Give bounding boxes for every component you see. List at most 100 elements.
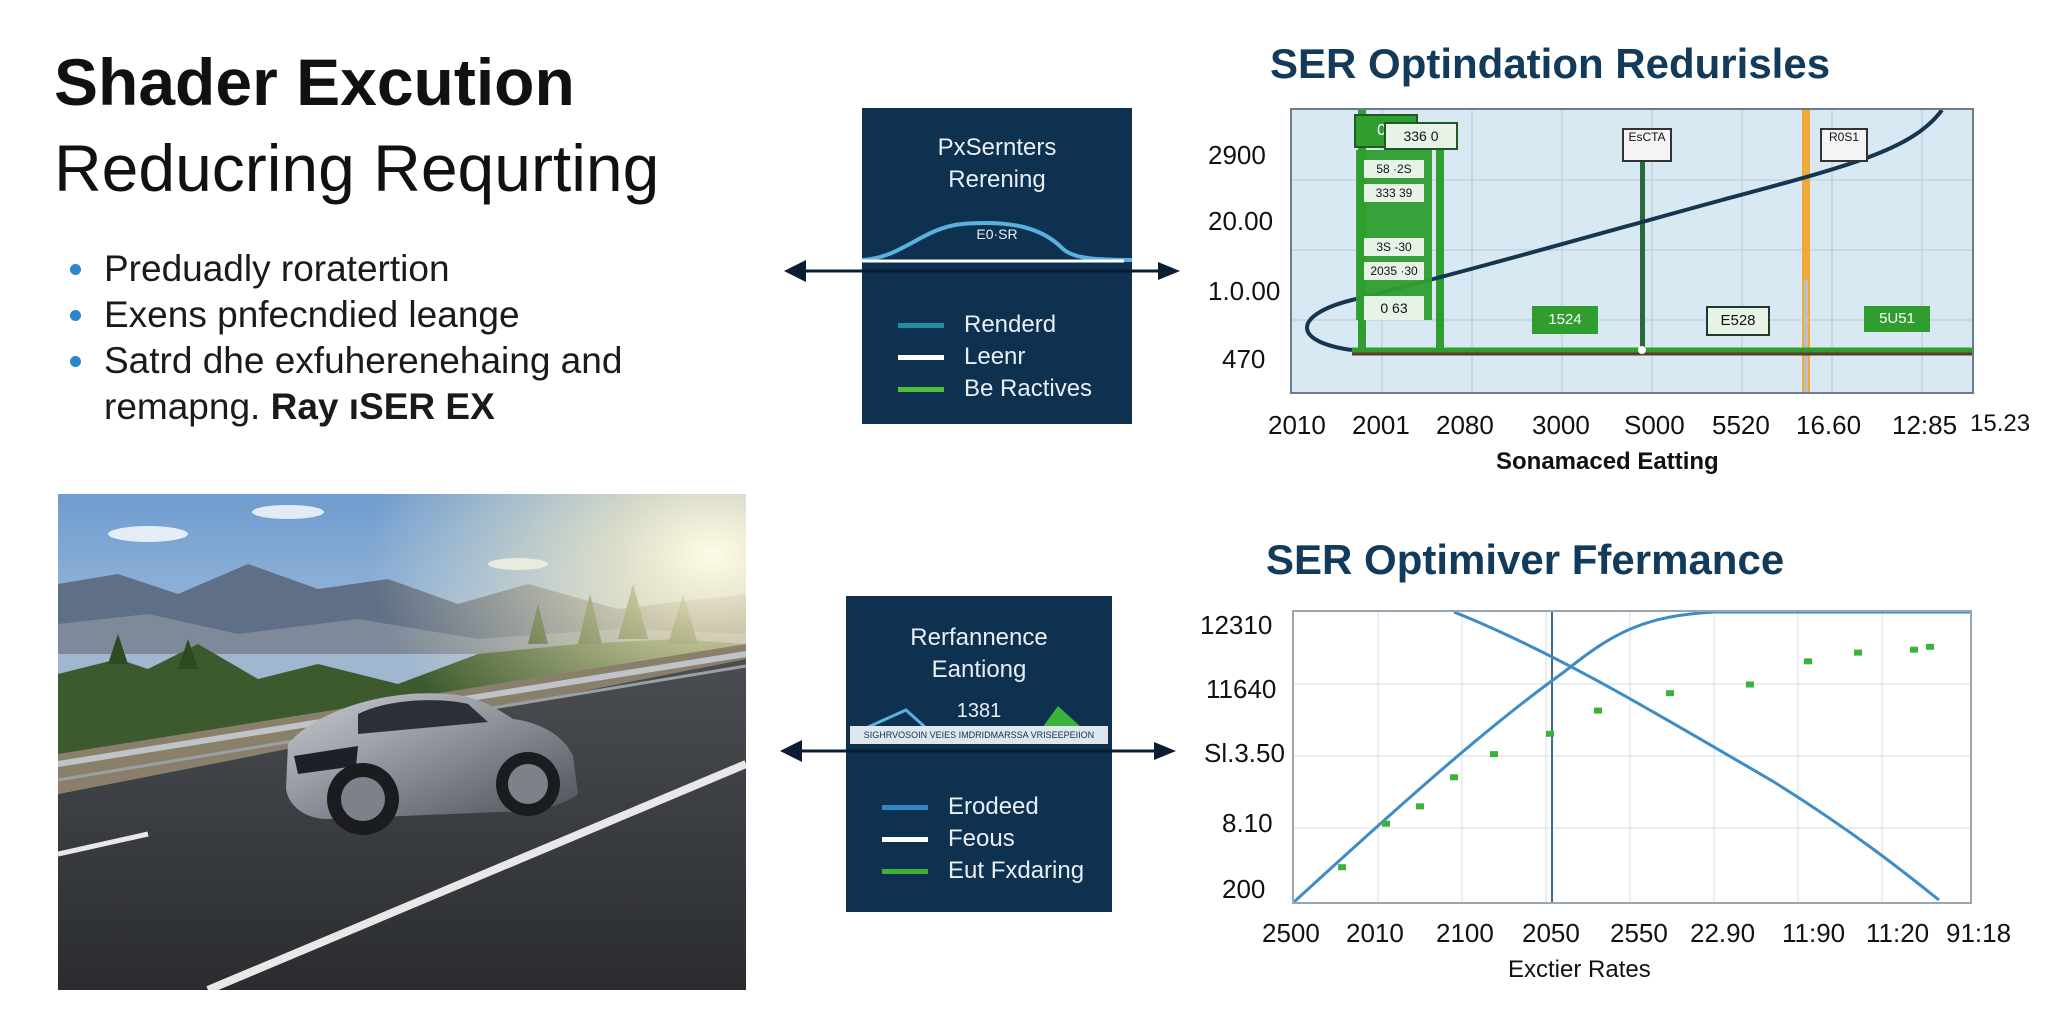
chart1-box-label: 333 39: [1364, 184, 1424, 202]
panel-top-title-line1: PxSernters: [937, 134, 1057, 161]
bullet-item: Preduadly roratertion: [70, 246, 770, 292]
legend-item: Feous: [882, 824, 1015, 854]
legend-label: Feous: [948, 825, 1015, 852]
chart1-title: SER Optindation Redurisles: [1270, 40, 1831, 87]
chart1-x-tick: 3000: [1532, 410, 1590, 440]
legend-item: Eut Fxdaring: [882, 856, 1084, 886]
panel-bottom-title-line1: Rerfannence: [910, 624, 1048, 651]
chart2-x-tick: 2550: [1610, 918, 1668, 948]
chart1-y-tick: 2900: [1208, 140, 1266, 170]
chart1-x-tick: S000: [1624, 410, 1685, 440]
chart1-plot: 00 336 0 58 ·2S 333 39 3S -30 2035 ·30 0…: [1290, 108, 1974, 394]
chart1-box-stack: [1356, 150, 1432, 320]
chart2-point: [1338, 864, 1346, 871]
legend-label: Erodeed: [948, 793, 1039, 820]
main-title-line1: Shader Excution: [54, 45, 575, 119]
chart2-x-tick: 11:90: [1782, 918, 1846, 948]
chart2-y-tick: Sl.3.50: [1204, 738, 1285, 768]
legend-label: Be Ractives: [964, 375, 1093, 402]
bullet-continuation-bold: Ray ıSER EX: [270, 386, 495, 427]
chart2-x-tick: 2500: [1262, 918, 1320, 948]
chart2-point: [1910, 646, 1918, 653]
chart1-box-label: R0S1: [1820, 128, 1868, 162]
legend-item: Be Ractives: [898, 374, 1092, 404]
chart2-point: [1594, 707, 1602, 714]
bullet-text: Satrd dhe exfuherenehaing and: [104, 340, 623, 381]
chart1-box-label: EsCTA: [1622, 128, 1672, 162]
chart2-point: [1854, 649, 1862, 656]
chart1-x-tick: 2001: [1352, 410, 1410, 440]
legend-label: Eut Fxdaring: [948, 857, 1085, 884]
chart1-x-tick: 5520: [1712, 410, 1770, 440]
panel-top-title-line2: Rerening: [948, 166, 1046, 193]
panel-bottom: Rerfannence Eantiong 1381 SIGHRVOSOIN VE…: [846, 596, 1112, 912]
panel-bottom-peaks: [865, 706, 1082, 730]
chart1-x-tick: 12:85: [1892, 410, 1958, 440]
chart2-point: [1382, 820, 1390, 827]
chart2-point: [1746, 681, 1754, 688]
double-arrow-icon: [784, 260, 1180, 282]
chart1-x-tick: 16.60: [1796, 410, 1862, 440]
chart2-falling-line: [1453, 610, 1940, 902]
chart2-y-tick: 200: [1222, 874, 1266, 904]
car-photo: [58, 494, 746, 990]
chart2-point: [1416, 803, 1424, 810]
chart1-box-label: 336 0: [1384, 122, 1458, 150]
legend-label: Renderd: [964, 311, 1057, 338]
legend-swatch: [898, 354, 944, 360]
legend-item: Erodeed: [882, 792, 1039, 822]
bullet-dot-icon: [70, 310, 81, 321]
chart1-y-tick: 470: [1222, 344, 1266, 374]
chart2-y-tick: 11640: [1206, 674, 1277, 704]
legend-swatch: [882, 836, 928, 842]
chart1-box-label: 2035 ·30: [1364, 262, 1424, 280]
chart2-y-tick: 8.10: [1222, 808, 1273, 838]
chart2-x-tick: 11:20: [1866, 918, 1930, 948]
chart2-x-tick: 22.90: [1690, 918, 1756, 948]
chart2-points: [1338, 643, 1934, 871]
chart2-point: [1546, 730, 1554, 737]
chart2-title: SER Optimiver Ffermance: [1266, 536, 1785, 583]
chart1-box-label: 1524: [1532, 306, 1598, 334]
chart2-svg: [1292, 610, 1970, 904]
panel-bottom-title-line2: Eantiong: [931, 656, 1027, 683]
legend-item: Leenr: [898, 342, 1025, 372]
legend-swatch: [898, 322, 944, 328]
bullet-item: Satrd dhe exfuherenehaing and: [70, 338, 770, 384]
bullet-list: Preduadly roratertion Exens pnfecndied l…: [70, 246, 770, 430]
panel-top-curve: [862, 221, 1132, 263]
chart2-rising-line: [1292, 610, 1970, 904]
chart1-orange-line: [1802, 110, 1810, 392]
chart2-point: [1666, 690, 1674, 697]
bullet-text: Exens pnfecndied leange: [104, 294, 520, 335]
chart2-point: [1926, 643, 1934, 650]
chart2-xlabel: Exctier Rates: [1508, 956, 1651, 983]
chart2-x-tick: 91:18: [1946, 918, 2012, 948]
chart1-x-tick: 2080: [1436, 410, 1494, 440]
chart2-x-tick: 2100: [1436, 918, 1494, 948]
bullet-item: Exens pnfecndied leange: [70, 292, 770, 338]
bullet-text: Preduadly roratertion: [104, 248, 450, 289]
chart2-x-tick: 2050: [1522, 918, 1580, 948]
panel-top-curve-label: E0·SR: [976, 226, 1018, 242]
legend-swatch: [898, 386, 944, 392]
chart2-point: [1490, 751, 1498, 758]
double-arrow-icon-bottom: [780, 740, 1176, 762]
chart2-point: [1450, 774, 1458, 781]
bullet-dot-icon: [70, 356, 81, 367]
chart1-box-label: 3S -30: [1364, 238, 1424, 256]
chart1-marker: [1640, 140, 1645, 352]
chart1-y-tick: 20.00: [1208, 206, 1274, 236]
chart1-box-label: 58 ·2S: [1364, 160, 1424, 178]
panel-bottom-peak-label: 1381: [956, 700, 1002, 722]
chart2-x-tick: 2010: [1346, 918, 1404, 948]
bullet-continuation-text: remapng.: [104, 386, 261, 427]
chart1-box-label: 0 63: [1364, 296, 1424, 320]
chart1-x-tick: 15.23: [1970, 410, 2031, 437]
chart2-point: [1804, 658, 1812, 665]
chart1-marker: [1436, 130, 1444, 352]
legend-swatch: [882, 804, 928, 810]
chart1-y-tick: 1.0.00: [1208, 276, 1281, 306]
legend-item: Renderd: [898, 310, 1056, 340]
legend-label: Leenr: [964, 343, 1026, 370]
